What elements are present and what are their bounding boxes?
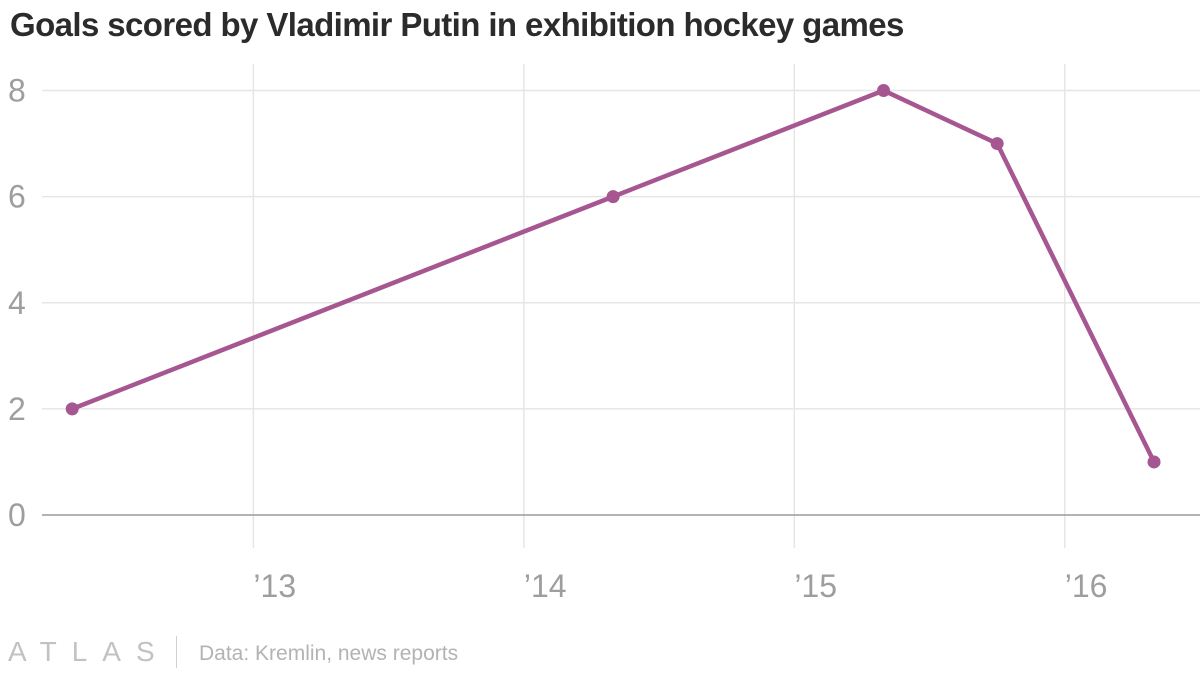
data-point <box>606 190 620 204</box>
x-tick-label: ’14 <box>524 568 567 604</box>
data-point <box>877 84 891 98</box>
chart-title: Goals scored by Vladimir Putin in exhibi… <box>10 6 904 43</box>
y-tick-label: 4 <box>8 285 26 321</box>
data-point <box>990 137 1004 151</box>
data-point <box>1147 455 1161 469</box>
x-tick-label: ’16 <box>1065 568 1108 604</box>
y-tick-label: 2 <box>8 391 26 427</box>
atlas-logo: ATLAS <box>8 636 170 667</box>
y-tick-label: 0 <box>8 497 26 533</box>
footer: ATLAS Data: Kremlin, news reports <box>0 632 1200 675</box>
x-tick-label: ’15 <box>794 568 837 604</box>
x-gridlines <box>252 64 1066 548</box>
x-axis-tick-labels: ’13 ’14 ’15 ’16 <box>253 568 1107 604</box>
series-group <box>65 84 1161 469</box>
y-axis-tick-labels: 0 2 4 6 8 <box>8 73 26 533</box>
y-tick-label: 6 <box>8 179 26 215</box>
footer-divider <box>176 636 177 668</box>
x-tick-label: ’13 <box>253 568 296 604</box>
y-gridlines <box>42 89 1200 410</box>
source-note: Data: Kremlin, news reports <box>199 642 459 665</box>
y-tick-label: 8 <box>8 73 26 109</box>
data-point <box>65 402 79 416</box>
